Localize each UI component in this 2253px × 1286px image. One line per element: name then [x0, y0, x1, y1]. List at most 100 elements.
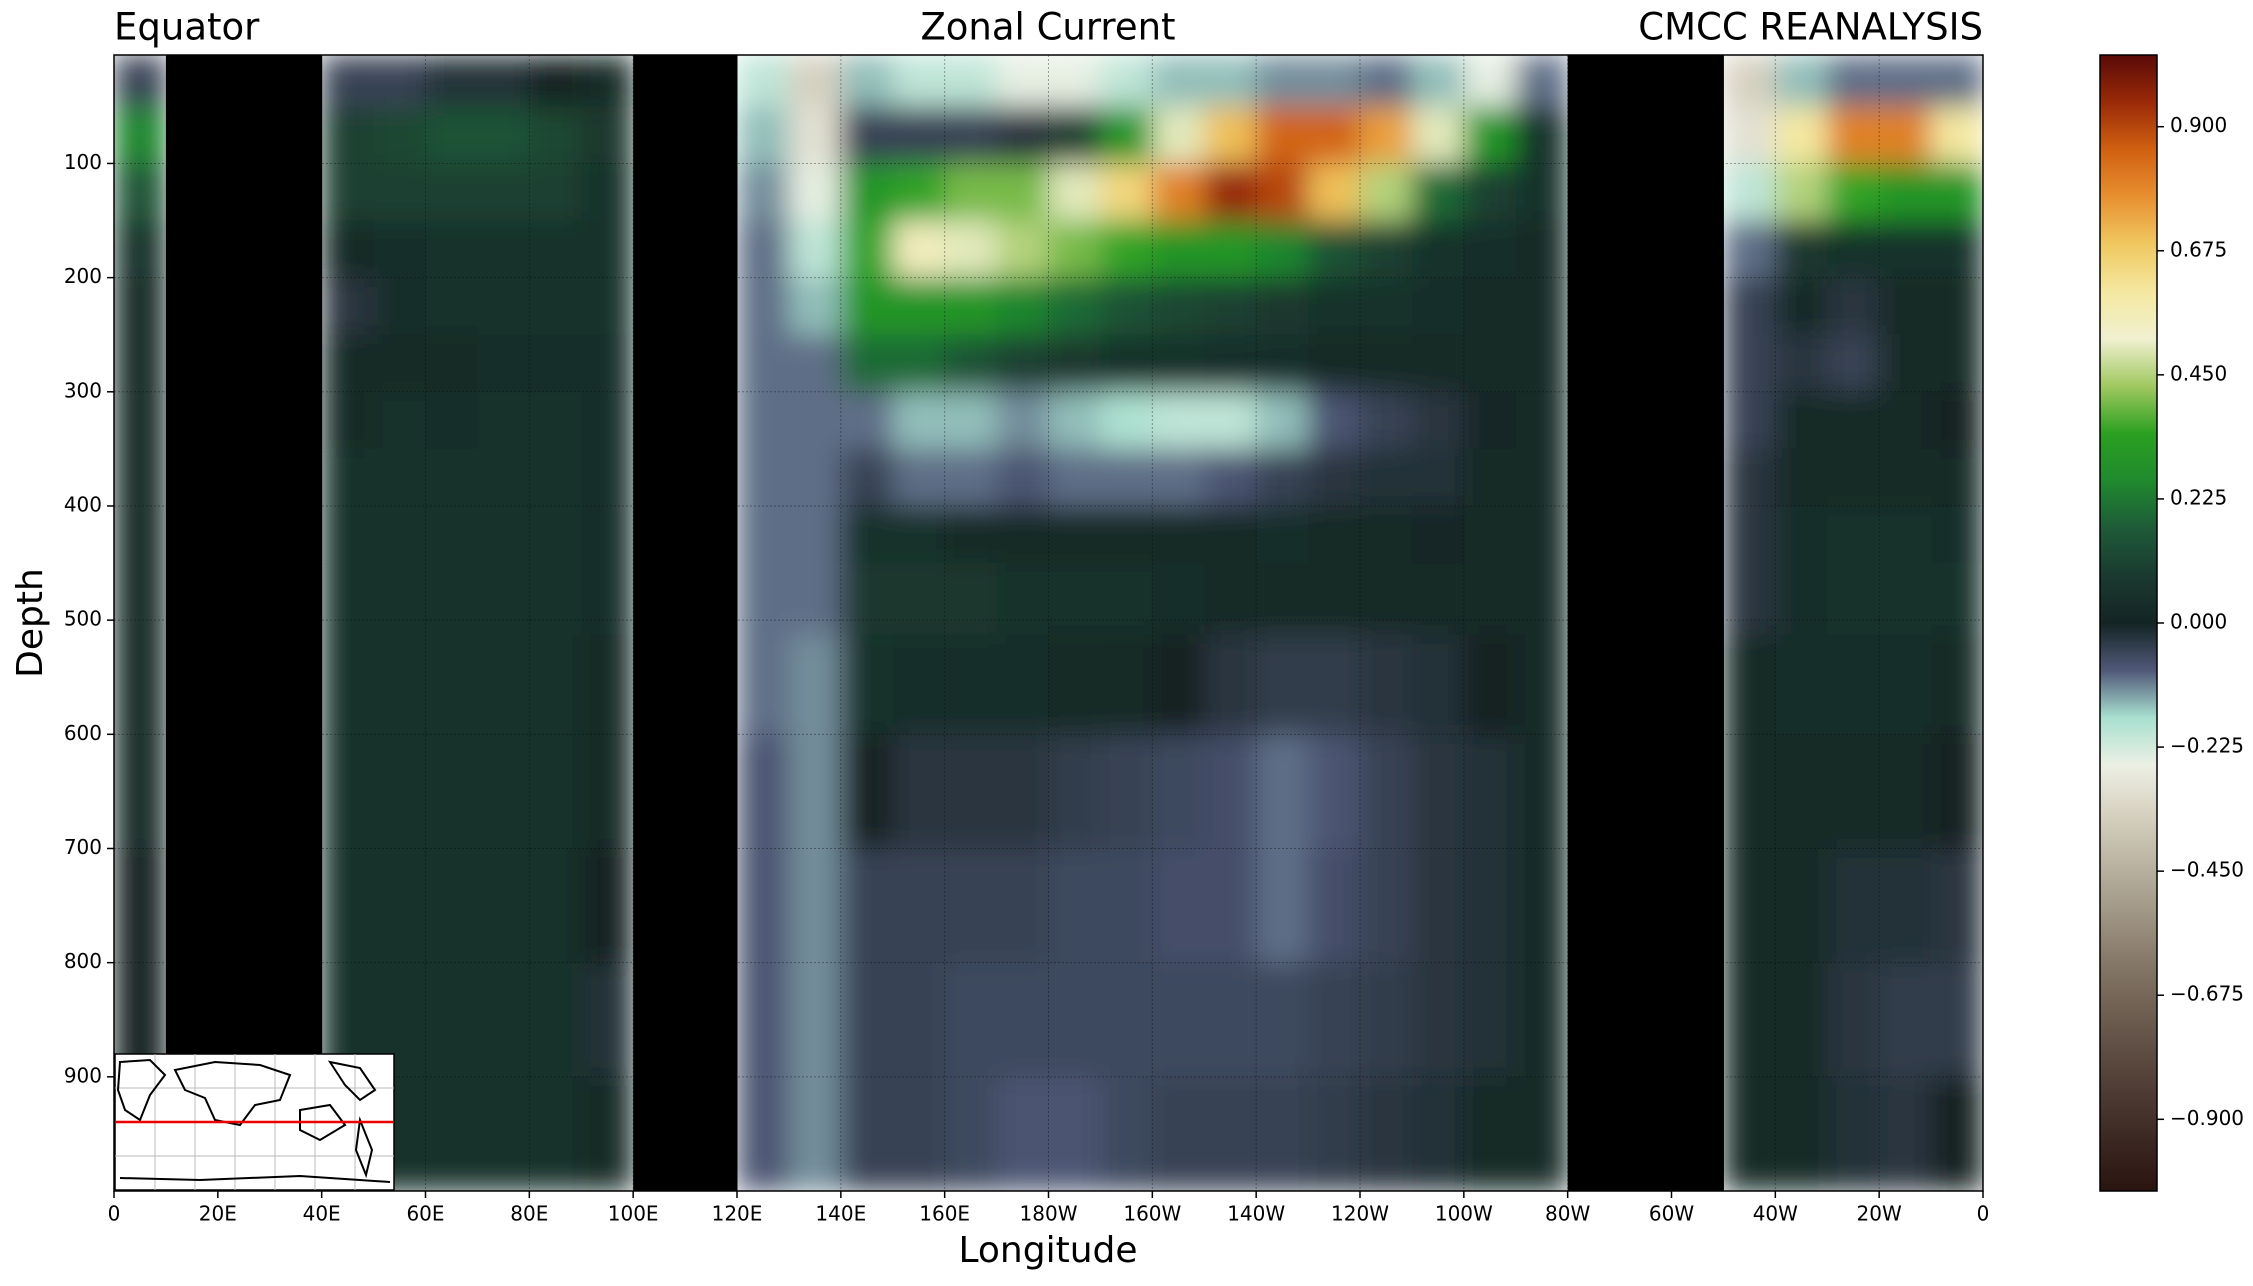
land-cell [269, 505, 323, 564]
x-tick-label: 100W [1435, 1202, 1493, 1226]
cell [1308, 163, 1361, 222]
land-cell [685, 634, 738, 735]
cell [892, 448, 946, 507]
cell [1100, 334, 1153, 393]
cell [737, 634, 790, 735]
land-cell [1619, 106, 1672, 164]
land-cell [633, 505, 686, 564]
cell [1931, 734, 1983, 849]
cell [581, 391, 634, 450]
cell [737, 563, 790, 635]
cell [373, 391, 426, 450]
cell [1152, 962, 1205, 1078]
land-cell [1619, 505, 1672, 564]
land-cell [1671, 734, 1724, 849]
cell [477, 106, 530, 164]
land-cell [1619, 848, 1672, 964]
cell [996, 962, 1049, 1078]
cell [1827, 55, 1880, 107]
colorbar-tick-label: −0.225 [2170, 734, 2244, 758]
inset-coast [116, 1058, 391, 1183]
land-cell [269, 734, 323, 849]
cell [1775, 55, 1828, 107]
cell [1463, 163, 1517, 222]
land-cell [217, 220, 271, 279]
cell [944, 55, 998, 107]
cell [1723, 448, 1776, 507]
cell [1152, 848, 1205, 964]
cell [1048, 848, 1101, 964]
land-cell [685, 277, 738, 336]
cell [581, 448, 634, 507]
cell [1827, 334, 1880, 393]
cell [1100, 448, 1153, 507]
cell [1100, 848, 1153, 964]
cell [1152, 163, 1205, 222]
land-cell [217, 55, 271, 107]
cell [1931, 334, 1983, 393]
land-cell [165, 334, 219, 393]
land-cell [633, 848, 686, 964]
y-tick-label: 400 [64, 492, 102, 516]
colorbar-tick-label: −0.900 [2170, 1106, 2244, 1130]
cell [840, 634, 894, 735]
cell [996, 563, 1049, 635]
land-cell [1671, 448, 1724, 507]
x-tick-label: 120W [1331, 1202, 1389, 1226]
y-tick-label: 800 [64, 949, 102, 973]
cell [840, 163, 894, 222]
cell [114, 277, 167, 336]
colorbar-tick-label: 0.675 [2170, 237, 2227, 261]
cell [892, 55, 946, 107]
cell [1775, 163, 1828, 222]
cell [1463, 563, 1517, 635]
cell [1204, 448, 1257, 507]
cell [1048, 277, 1101, 336]
cell [529, 106, 582, 164]
cell [1879, 734, 1932, 849]
cell [1931, 277, 1983, 336]
cell [425, 1076, 478, 1191]
y-tick-label: 200 [64, 264, 102, 288]
cell [1360, 277, 1413, 336]
cell [1100, 505, 1153, 564]
cell [788, 163, 842, 222]
land-cell [685, 734, 738, 849]
cell [1411, 634, 1465, 735]
cell [321, 106, 375, 164]
land-cell [685, 55, 738, 107]
land-cell [1619, 334, 1672, 393]
cell [114, 391, 167, 450]
cell [477, 391, 530, 450]
land-cell [269, 277, 323, 336]
land-cell [165, 848, 219, 964]
cell [996, 220, 1049, 279]
land-cell [1619, 163, 1672, 222]
land-cell [1567, 163, 1621, 222]
cell [1515, 106, 1569, 164]
cell [1827, 848, 1880, 964]
cell [840, 220, 894, 279]
land-cell [1567, 848, 1621, 964]
land-cell [1567, 962, 1621, 1078]
cell [737, 277, 790, 336]
cell [737, 391, 790, 450]
cell [1256, 634, 1309, 735]
cell [1515, 163, 1569, 222]
cell [114, 848, 167, 964]
cell [373, 106, 426, 164]
cell [1775, 391, 1828, 450]
cell [1775, 634, 1828, 735]
land-cell [217, 277, 271, 336]
cell [1152, 734, 1205, 849]
cell [996, 106, 1049, 164]
cell [737, 734, 790, 849]
cell [1879, 55, 1932, 107]
cell [996, 448, 1049, 507]
cell [840, 334, 894, 393]
land-cell [269, 448, 323, 507]
cell [1152, 334, 1205, 393]
cell [1308, 505, 1361, 564]
x-tick-label: 40W [1753, 1202, 1798, 1226]
land-cell [1671, 563, 1724, 635]
